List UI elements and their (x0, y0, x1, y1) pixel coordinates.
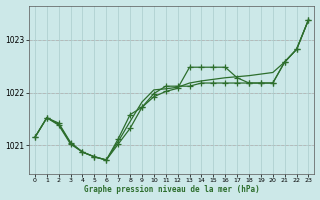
X-axis label: Graphe pression niveau de la mer (hPa): Graphe pression niveau de la mer (hPa) (84, 185, 260, 194)
